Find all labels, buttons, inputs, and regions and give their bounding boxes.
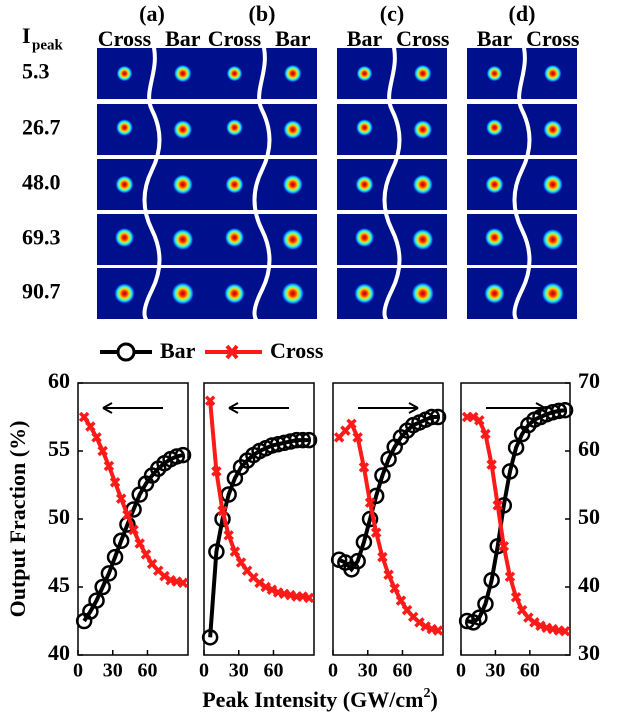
direction-arrow: [103, 403, 163, 413]
x-tick-label: 30: [358, 660, 378, 682]
beam-spot: [543, 174, 563, 194]
beam-spot: [355, 175, 373, 193]
port-label: Cross: [396, 26, 450, 51]
beam-spot: [486, 119, 503, 136]
beam-spot: [114, 283, 135, 304]
beam-spot: [116, 119, 133, 136]
y-tick-label: 50: [578, 504, 600, 529]
beam-spot: [356, 119, 373, 136]
beam-spot: [543, 120, 562, 139]
x-tick-label: 60: [392, 660, 412, 682]
beam-spot: [173, 120, 192, 139]
beam-spot: [173, 174, 193, 194]
y-tick-label: 60: [48, 368, 70, 393]
beam-spot: [283, 174, 303, 194]
port-label: Cross: [98, 26, 152, 51]
beam-spot: [174, 65, 192, 83]
legend-label: Cross: [270, 338, 324, 363]
beam-spot: [172, 229, 194, 251]
row-label: 48.0: [22, 170, 61, 195]
panel-label: (c): [380, 1, 404, 26]
beam-spot: [284, 65, 302, 83]
y-tick-label: 30: [578, 640, 600, 665]
beam-spot: [355, 228, 375, 248]
beam-spot: [487, 66, 503, 82]
x-tick-label: 60: [263, 660, 283, 682]
x-tick-label: 0: [73, 660, 83, 682]
x-axis-label-sup: 2: [423, 686, 430, 701]
figure: I peak 5.326.748.069.390.7(a)CrossBar(b)…: [0, 0, 638, 724]
port-label: Bar: [347, 26, 383, 51]
beam-spot: [413, 174, 433, 194]
row-label: 90.7: [22, 279, 61, 304]
x-tick-label: 60: [137, 660, 157, 682]
beam-spot: [484, 283, 505, 304]
port-label: Bar: [477, 26, 513, 51]
x-axis-label-text: Peak Intensity (GW/cm: [202, 687, 423, 712]
x-tick-label: 0: [199, 660, 209, 682]
panel-label: (a): [139, 1, 165, 26]
beam-spot: [412, 229, 434, 251]
beam-spot: [171, 282, 194, 305]
beam-spot: [226, 119, 243, 136]
row-label: 26.7: [22, 115, 61, 140]
row-header-sub: peak: [32, 37, 64, 53]
x-axis-label: Peak Intensity (GW/cm2): [202, 686, 438, 712]
row-label: 69.3: [22, 225, 61, 250]
beam-spot: [357, 66, 373, 82]
x-tick-label: 0: [328, 660, 338, 682]
beam-spot: [542, 229, 564, 251]
legend-label: Bar: [160, 338, 196, 363]
beam-spot: [115, 228, 135, 248]
y-tick-label: 45: [48, 572, 70, 597]
port-label: Bar: [165, 26, 201, 51]
beam-spot: [227, 66, 243, 82]
beam-spot: [354, 283, 375, 304]
x-tick-label: 30: [485, 660, 505, 682]
x-tick-label: 60: [520, 660, 540, 682]
beam-spot: [411, 282, 434, 305]
row-label: 5.3: [22, 59, 50, 84]
series-line: [84, 455, 183, 621]
y-tick-label: 55: [48, 436, 70, 461]
direction-arrow: [358, 403, 418, 413]
beam-spot: [544, 65, 562, 83]
port-label: Cross: [208, 26, 262, 51]
y-tick-label: 40: [578, 572, 600, 597]
y-tick-label: 40: [48, 640, 70, 665]
beam-spot: [541, 282, 564, 305]
beam-spot: [282, 229, 304, 251]
y-tick-label: 50: [48, 504, 70, 529]
beam-spot: [115, 175, 133, 193]
beam-spot: [413, 120, 432, 139]
beam-spot: [485, 175, 503, 193]
port-label: Bar: [275, 26, 311, 51]
x-tick-label: 30: [103, 660, 123, 682]
port-label: Cross: [526, 26, 580, 51]
beam-spot: [225, 228, 245, 248]
beam-spot: [283, 120, 302, 139]
panel-label: (b): [249, 1, 276, 26]
beam-spot: [414, 65, 432, 83]
beam-spot: [117, 66, 133, 82]
panel-label: (d): [509, 1, 536, 26]
beam-spot: [485, 228, 505, 248]
x-tick-label: 30: [229, 660, 249, 682]
x-axis-label-suffix: ): [430, 687, 437, 712]
y-tick-label: 70: [578, 368, 600, 393]
beam-spot: [281, 282, 304, 305]
direction-arrow: [229, 403, 289, 413]
beam-spot: [224, 283, 245, 304]
row-header: I: [22, 23, 31, 48]
beam-spot: [225, 175, 243, 193]
y-axis-label: Output Fraction (%): [5, 421, 30, 618]
y-tick-label: 60: [578, 436, 600, 461]
x-tick-label: 0: [456, 660, 466, 682]
legend-marker: [118, 344, 134, 360]
